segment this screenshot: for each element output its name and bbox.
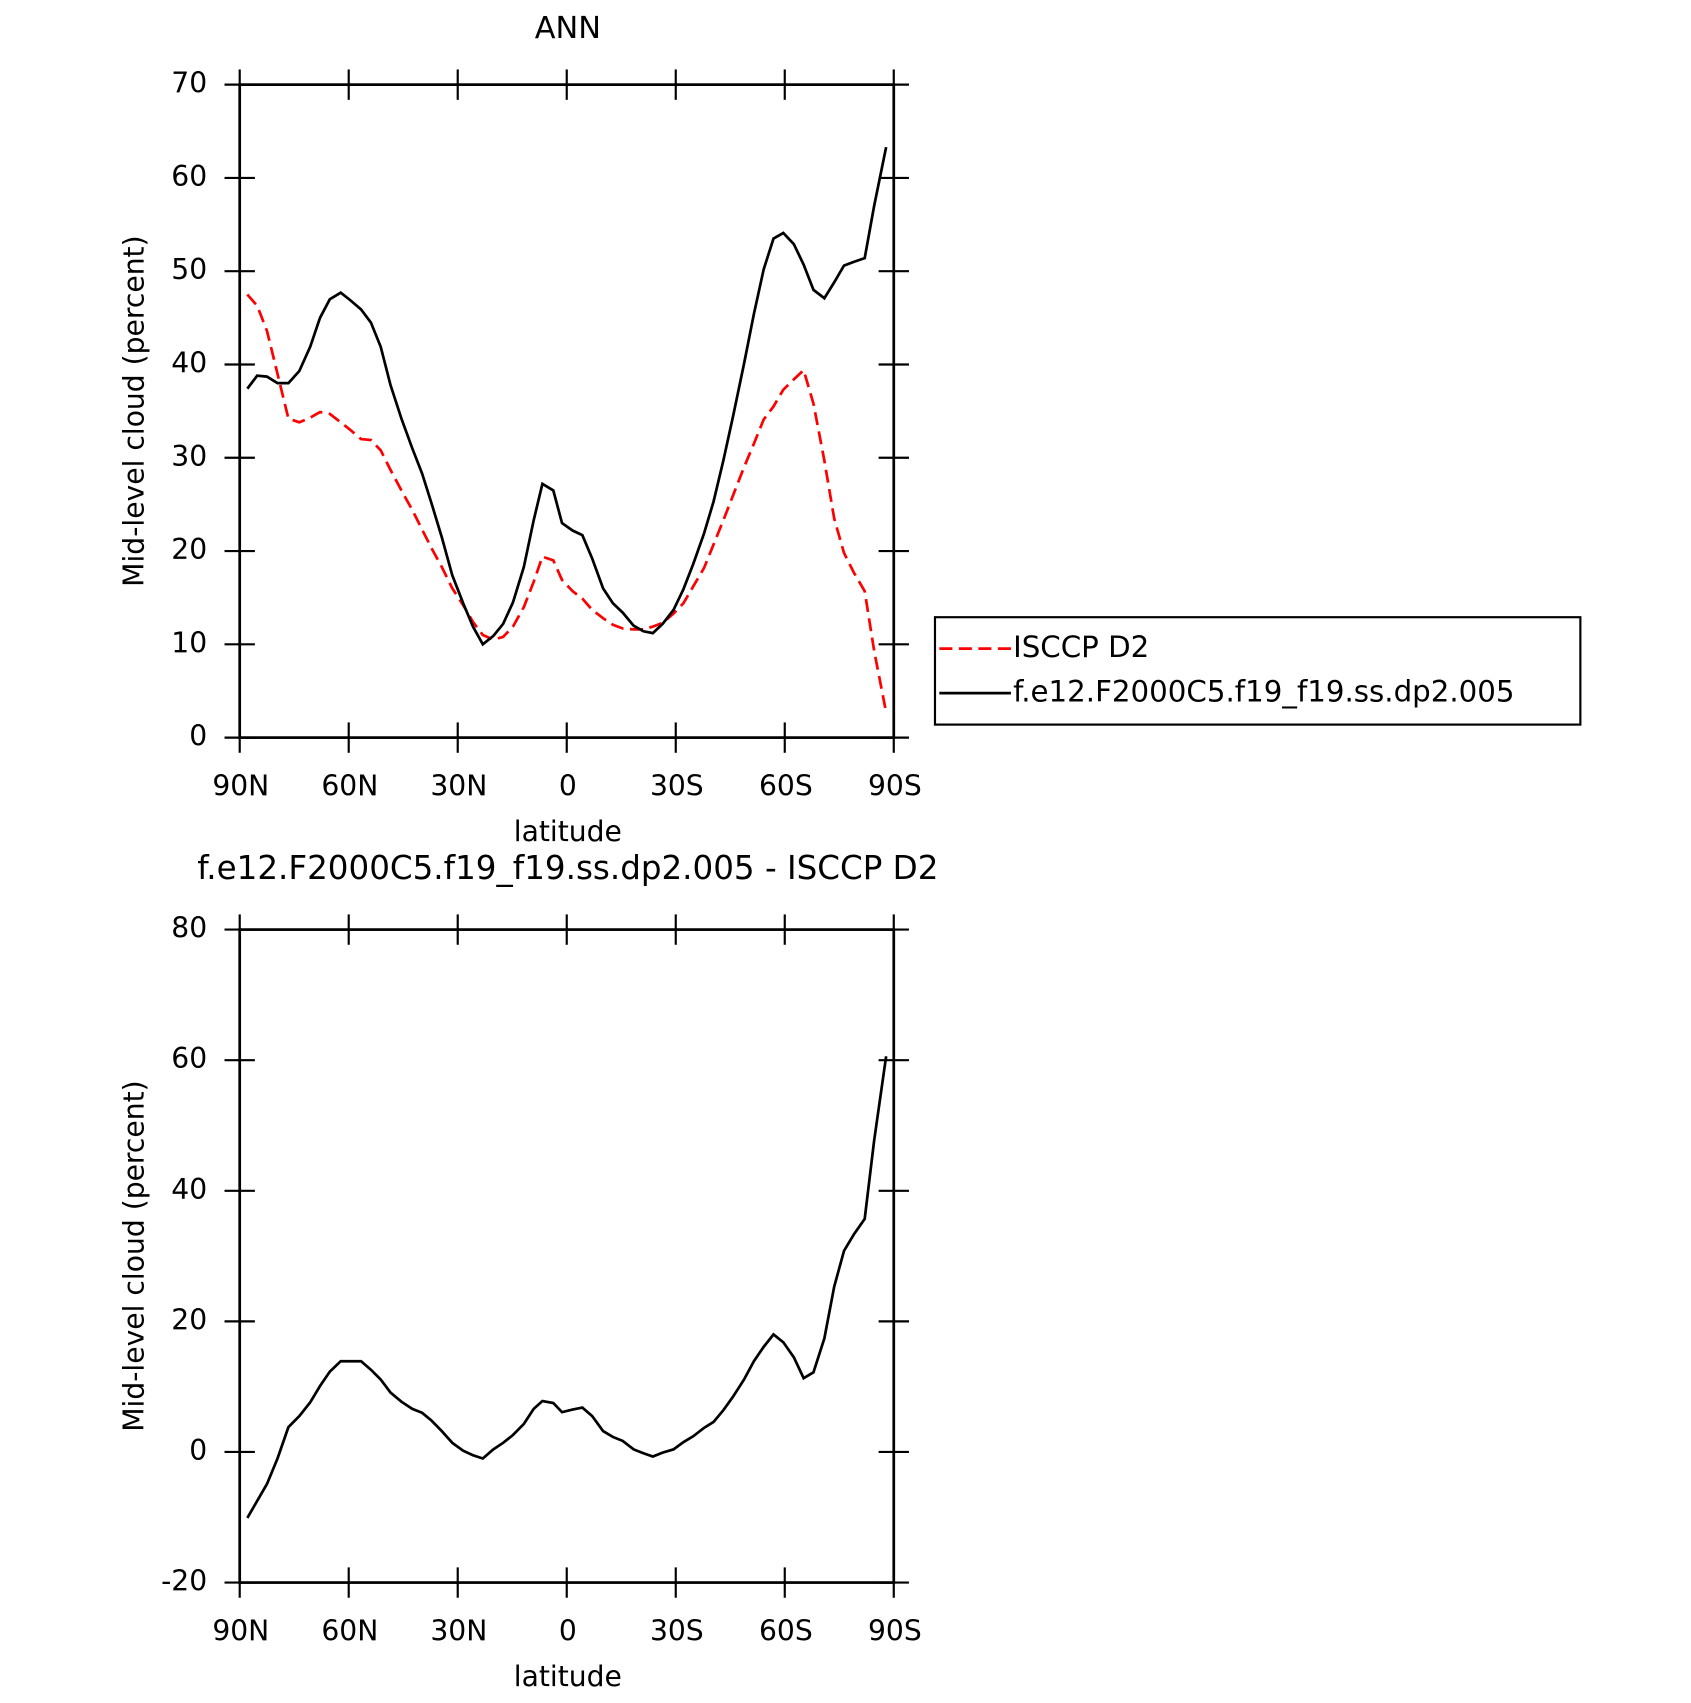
y-axis-label: Mid-level cloud (percent) bbox=[118, 235, 151, 586]
y-tick-label: 80 bbox=[171, 912, 207, 945]
x-tick-label: 60S bbox=[759, 1614, 813, 1647]
x-tick-label: 0 bbox=[559, 770, 577, 803]
x-tick-label: 60N bbox=[321, 770, 378, 803]
y-tick-label: 0 bbox=[189, 1434, 207, 1467]
y-tick-label: 0 bbox=[189, 720, 207, 753]
plot-frame bbox=[238, 928, 896, 1584]
y-tick-label: 70 bbox=[171, 67, 207, 100]
x-tick-label: 60S bbox=[759, 770, 813, 803]
x-axis-label: latitude bbox=[514, 1660, 622, 1693]
legend-label: f.e12.F2000C5.f19_f19.ss.dp2.005 bbox=[1013, 675, 1514, 709]
legend-box bbox=[933, 616, 1582, 726]
x-tick-label: 90S bbox=[868, 1614, 922, 1647]
x-tick-label: 30N bbox=[430, 1614, 487, 1647]
data-line bbox=[246, 1056, 888, 1519]
x-tick-label: 30S bbox=[650, 1614, 704, 1647]
x-tick-label: 90S bbox=[868, 770, 922, 803]
y-tick-label: 50 bbox=[171, 253, 207, 286]
y-tick-label: 40 bbox=[171, 1173, 207, 1206]
plot-frame bbox=[238, 83, 896, 739]
y-tick-label: 10 bbox=[171, 626, 207, 659]
y-tick-label: 60 bbox=[171, 1042, 207, 1075]
y-tick-label: 20 bbox=[171, 533, 207, 566]
y-tick-label: 30 bbox=[171, 440, 207, 473]
y-tick-label: -20 bbox=[161, 1565, 207, 1598]
legend-label: ISCCP D2 bbox=[1013, 630, 1149, 664]
x-tick-label: 30S bbox=[650, 770, 704, 803]
x-tick-label: 90N bbox=[212, 770, 269, 803]
chart-title: ANN bbox=[535, 11, 601, 46]
y-tick-label: 20 bbox=[171, 1303, 207, 1336]
x-tick-label: 90N bbox=[212, 1614, 269, 1647]
x-tick-label: 60N bbox=[321, 1614, 378, 1647]
x-tick-label: 0 bbox=[559, 1614, 577, 1647]
x-axis-label: latitude bbox=[514, 815, 622, 848]
y-axis-label: Mid-level cloud (percent) bbox=[118, 1080, 151, 1431]
data-line bbox=[246, 146, 888, 647]
y-tick-label: 60 bbox=[171, 160, 207, 193]
data-line bbox=[246, 293, 888, 713]
x-tick-label: 30N bbox=[430, 770, 487, 803]
y-tick-label: 40 bbox=[171, 346, 207, 379]
chart-title: f.e12.F2000C5.f19_f19.ss.dp2.005 - ISCCP… bbox=[197, 849, 938, 887]
